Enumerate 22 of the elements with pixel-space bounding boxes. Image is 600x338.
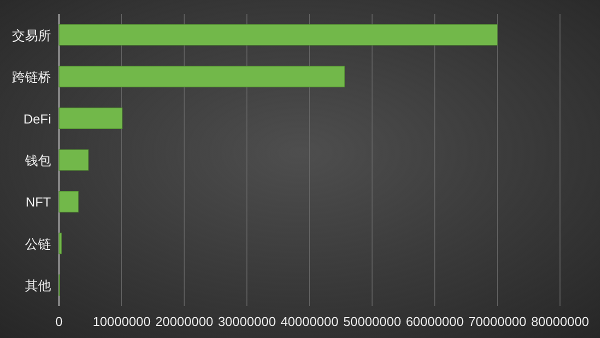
y-tick-label: 交易所 <box>12 28 51 43</box>
x-tick-label: 80000000 <box>531 314 589 329</box>
x-tick-label: 40000000 <box>280 314 338 329</box>
y-tick-label: 其他 <box>25 278 51 294</box>
y-tick-label: 公链 <box>25 236 51 252</box>
bar <box>58 191 79 212</box>
x-tick-label: 50000000 <box>343 314 402 329</box>
x-tick-label: 20000000 <box>155 314 214 329</box>
y-tick-label: 跨链桥 <box>12 70 51 85</box>
y-tick-label: DeFi <box>24 111 52 126</box>
bar <box>58 108 122 129</box>
x-tick-label: 0 <box>55 314 63 329</box>
y-tick-label: NFT <box>26 194 52 210</box>
x-tick-label: 10000000 <box>92 314 151 329</box>
y-tick-label: 钱包 <box>24 153 51 168</box>
x-tick-label: 70000000 <box>468 314 526 329</box>
bar <box>58 24 498 46</box>
x-tick-label: 30000000 <box>218 314 276 329</box>
bar <box>58 66 345 88</box>
x-tick-label: 60000000 <box>406 314 464 329</box>
bar <box>58 149 89 171</box>
bar <box>58 232 62 254</box>
